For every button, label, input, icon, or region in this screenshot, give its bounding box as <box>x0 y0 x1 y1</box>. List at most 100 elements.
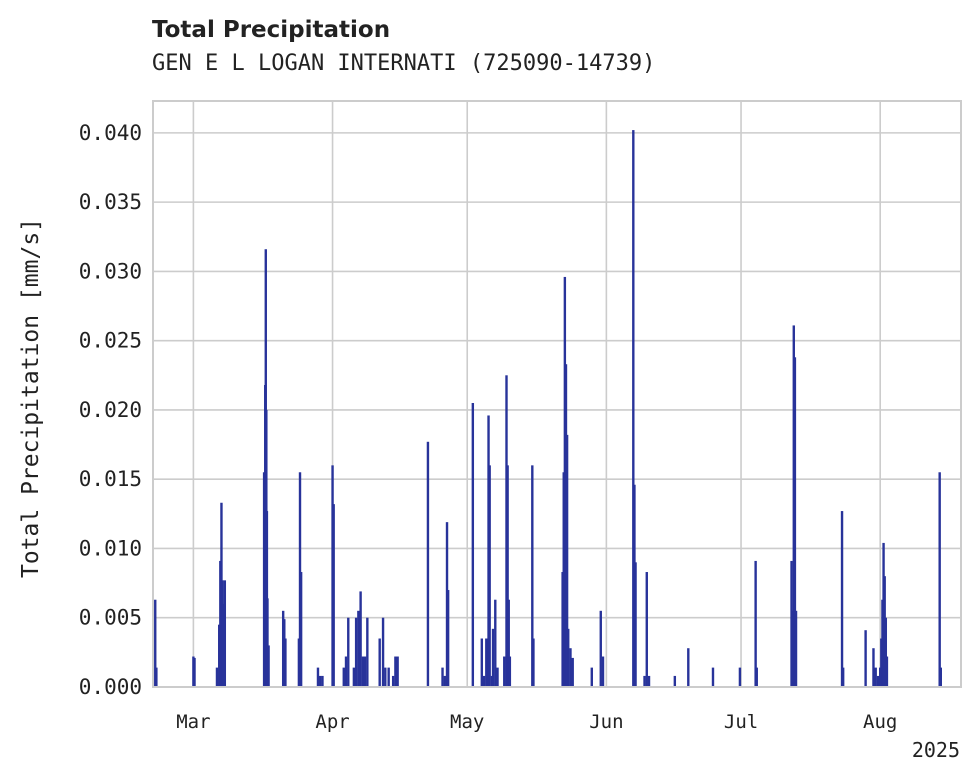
y-tick-label: 0.005 <box>79 606 142 630</box>
precipitation-bar <box>647 675 651 687</box>
precipitation-bar <box>939 667 942 687</box>
precipitation-bar <box>363 656 367 687</box>
precipitation-bar <box>384 667 387 687</box>
precipitation-bar <box>223 580 227 687</box>
precipitation-bar <box>794 610 798 687</box>
precipitation-bar <box>488 465 491 687</box>
precipitation-bar <box>590 667 593 687</box>
precipitation-bar <box>884 617 888 687</box>
precipitation-bar <box>284 638 287 687</box>
y-tick-label: 0.000 <box>79 675 142 699</box>
precipitation-bar <box>394 656 397 687</box>
precipitation-bar <box>396 656 399 687</box>
precipitation-bar <box>565 434 569 687</box>
precipitation-bar <box>506 465 509 687</box>
precipitation-bar <box>471 403 475 687</box>
precipitation-bar <box>508 656 512 687</box>
precipitation-bar <box>601 656 605 687</box>
y-tick-label: 0.040 <box>79 121 142 145</box>
precipitation-bar <box>155 667 158 687</box>
precipitation-bar <box>266 598 269 687</box>
chart-title: Total Precipitation <box>152 17 391 43</box>
x-tick-label: Aug <box>863 711 897 733</box>
x-tick-label: Apr <box>315 711 349 733</box>
precipitation-bar <box>711 667 715 687</box>
precipitation-bar <box>876 675 880 687</box>
precipitation-bar <box>366 617 369 687</box>
y-tick-label: 0.025 <box>79 329 142 353</box>
precipitation-bar <box>569 648 572 687</box>
precipitation-bar <box>426 441 430 687</box>
precipitation-bar <box>793 357 797 687</box>
plot-frame <box>152 100 962 688</box>
precipitation-bar <box>344 656 348 687</box>
precipitation-bar <box>754 560 757 687</box>
precipitation-bar <box>267 645 270 687</box>
x-tick-label: Jul <box>724 711 758 733</box>
y-tick-labels: 0.000 0.005 0.010 0.015 0.020 0.025 0.030 0.035… <box>79 121 142 699</box>
y-tick-label: 0.035 <box>79 190 142 214</box>
precipitation-bar <box>443 675 446 687</box>
precipitation-bar <box>507 599 510 687</box>
bars <box>154 130 942 688</box>
precipitation-bar <box>840 511 844 687</box>
y-axis-label: Total Precipitation [mm/s] <box>18 218 44 578</box>
precipitation-bar <box>332 504 335 687</box>
precipitation-bar <box>864 630 867 687</box>
precipitation-bar <box>673 675 677 687</box>
precipitation-bar <box>599 610 602 687</box>
precipitation-bar <box>632 130 635 688</box>
precipitation-bar <box>503 656 506 687</box>
x-tick-labels: Mar Apr May Jun Jul Aug <box>176 711 897 733</box>
precipitation-bar <box>357 610 360 687</box>
precipitation-bar <box>571 657 574 687</box>
precipitation-bar <box>531 465 534 687</box>
precipitation-bar <box>316 667 320 687</box>
precipitation-bar <box>567 628 570 687</box>
precipitation-bar <box>485 638 488 687</box>
precipitation-bar <box>634 562 637 687</box>
y-tick-label: 0.015 <box>79 467 142 491</box>
precipitation-bar <box>446 590 450 687</box>
precipitation-bar <box>687 648 690 687</box>
precipitation-bar <box>359 591 362 687</box>
precipitation-bar <box>347 617 350 687</box>
precipitation-bar <box>354 617 358 687</box>
precipitation-bar <box>441 667 444 687</box>
precipitation-bar <box>154 599 157 687</box>
precipitation-bar <box>387 667 390 687</box>
y-tick-label: 0.030 <box>79 259 142 283</box>
precipitation-bar <box>299 572 303 687</box>
precipitation-bar <box>321 675 324 687</box>
precipitation-bar <box>319 675 322 687</box>
x-tick-label: May <box>450 711 484 733</box>
precipitation-bar <box>480 638 484 687</box>
precipitation-bar <box>352 667 356 687</box>
precipitation-bar <box>494 599 497 687</box>
y-tick-label: 0.020 <box>79 398 142 422</box>
precipitation-bar <box>215 667 219 687</box>
x-tick-label: Mar <box>176 711 210 733</box>
x-axis-year-label: 2025 <box>912 738 960 762</box>
precipitation-bar <box>938 472 941 687</box>
precipitation-bar <box>645 572 648 687</box>
precipitation-bar <box>193 657 196 687</box>
precipitation-bar <box>381 617 385 687</box>
precipitation-bar <box>391 675 395 687</box>
precipitation-bar <box>738 667 742 687</box>
precipitation-bar <box>378 638 381 687</box>
precipitation-bar <box>361 656 365 687</box>
y-tick-label: 0.010 <box>79 536 142 560</box>
precipitation-bar <box>496 667 499 687</box>
precipitation-bar <box>841 667 845 687</box>
precipitation-bar <box>643 675 646 687</box>
x-tick-label: Jun <box>589 711 623 733</box>
precipitation-bar <box>885 656 889 687</box>
precipitation-bar <box>482 675 486 687</box>
precipitation-bar <box>872 648 875 687</box>
grid <box>153 101 961 688</box>
chart-subtitle: GEN E L LOGAN INTERNATI (725090-14739) <box>152 51 656 76</box>
precipitation-bar <box>874 667 877 687</box>
precipitation-bar <box>532 638 535 687</box>
